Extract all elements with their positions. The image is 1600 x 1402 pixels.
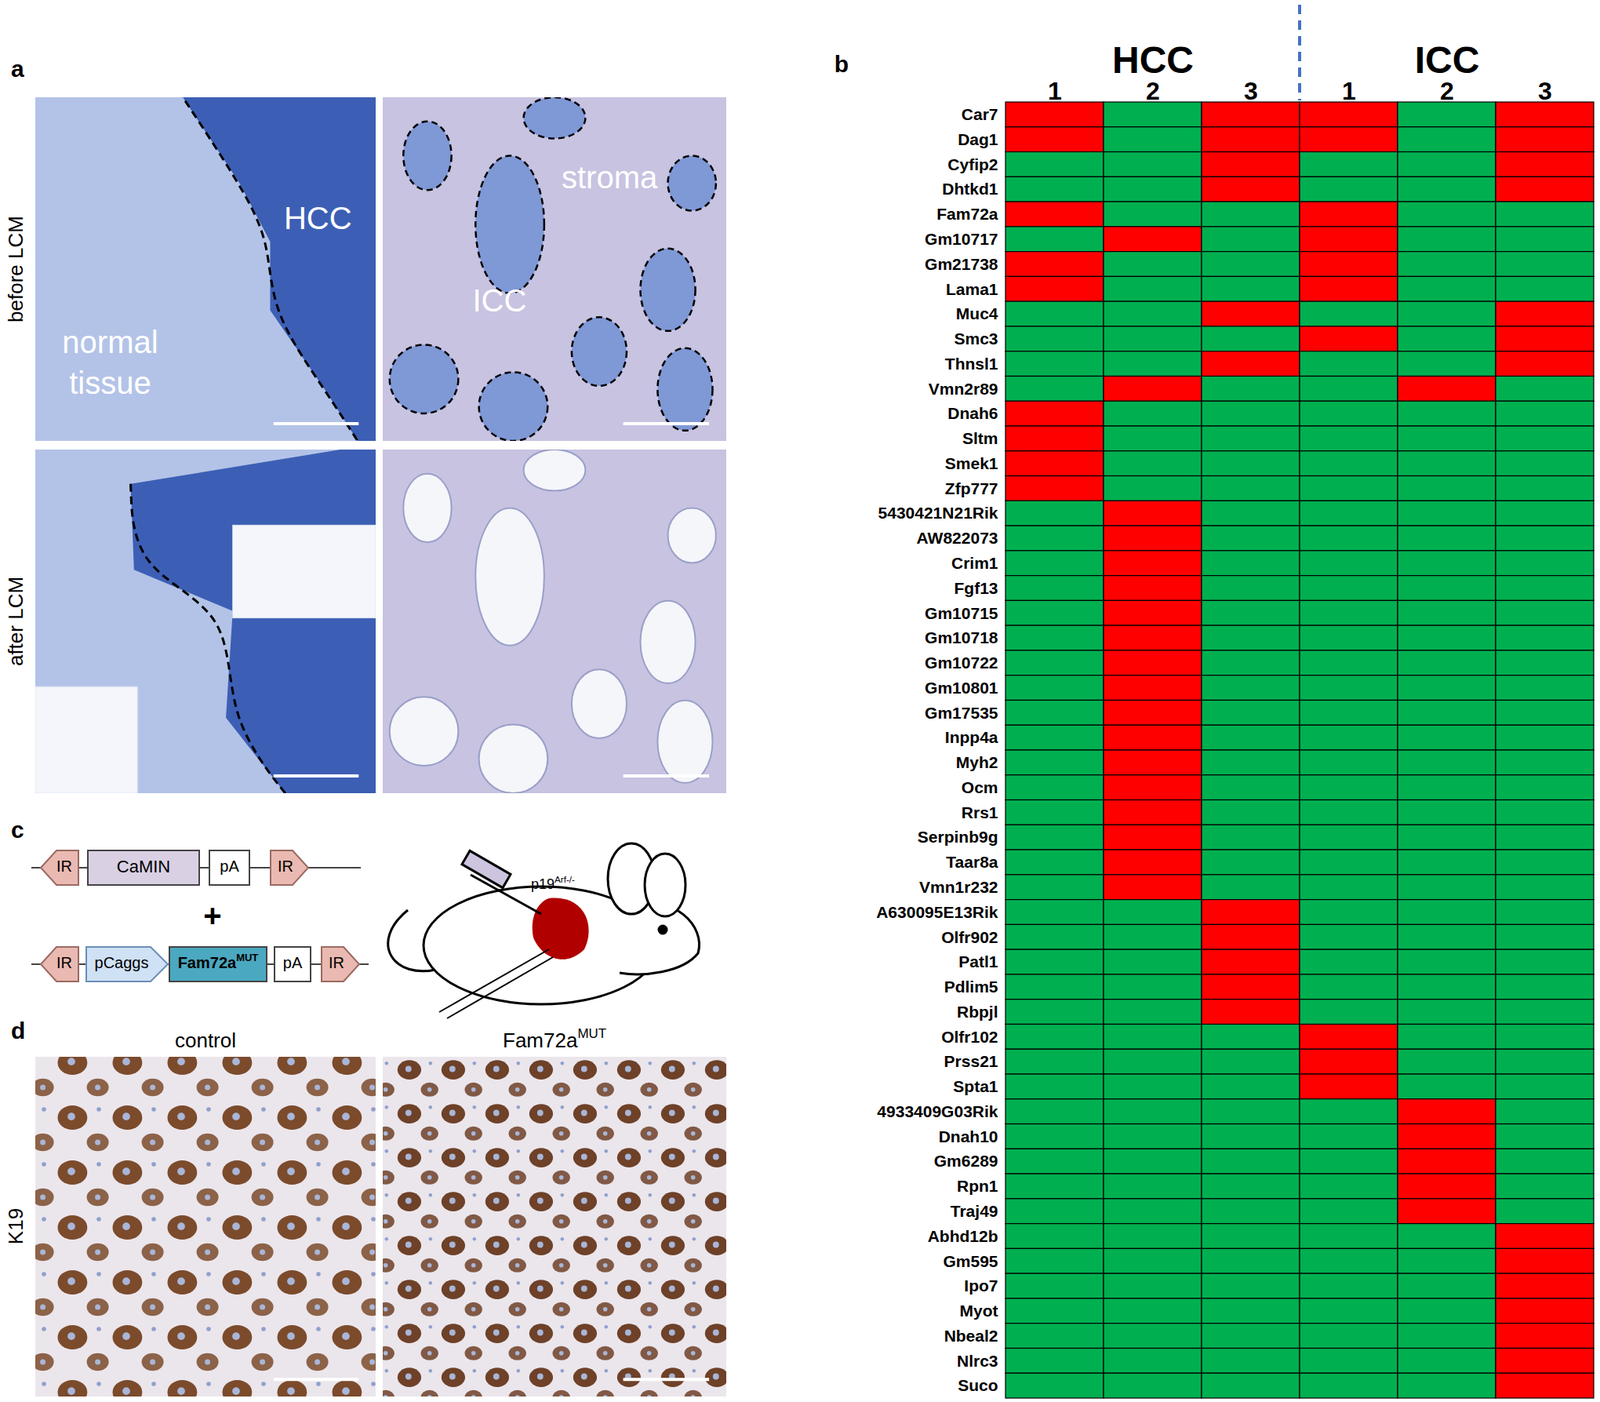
svg-text:A630095E13Rik: A630095E13Rik <box>876 902 999 921</box>
svg-text:4933409G03Rik: 4933409G03Rik <box>876 1101 998 1120</box>
svg-text:2: 2 <box>1440 76 1455 106</box>
svg-text:after LCM: after LCM <box>3 576 28 666</box>
svg-text:Olfr102: Olfr102 <box>941 1027 998 1046</box>
svg-text:Sltm: Sltm <box>962 429 999 448</box>
svg-text:Rbpjl: Rbpjl <box>956 1002 999 1021</box>
svg-text:d: d <box>10 1017 26 1044</box>
svg-text:Nlrc3: Nlrc3 <box>956 1351 999 1370</box>
svg-text:c: c <box>10 816 25 843</box>
svg-text:Smek1: Smek1 <box>945 454 999 473</box>
svg-text:Fgf13: Fgf13 <box>953 578 998 597</box>
svg-text:HCC: HCC <box>283 200 353 236</box>
svg-text:K19: K19 <box>3 1207 28 1244</box>
svg-text:Fam72aMUT: Fam72aMUT <box>502 1025 607 1052</box>
svg-text:Myh2: Myh2 <box>956 752 999 771</box>
svg-text:Abhd12b: Abhd12b <box>927 1226 999 1245</box>
svg-text:tissue: tissue <box>69 365 152 400</box>
svg-text:Rpn1: Rpn1 <box>956 1176 999 1195</box>
svg-text:5430421N21Rik: 5430421N21Rik <box>878 503 999 522</box>
svg-text:Ocm: Ocm <box>961 778 999 797</box>
svg-text:2: 2 <box>1145 76 1160 106</box>
svg-text:pA: pA <box>219 857 240 875</box>
svg-text:3: 3 <box>1243 76 1259 106</box>
svg-text:IR: IR <box>56 953 73 971</box>
svg-text:normal: normal <box>61 324 158 360</box>
svg-text:Dnah6: Dnah6 <box>947 403 998 422</box>
svg-text:Gm595: Gm595 <box>942 1250 998 1270</box>
svg-text:Gm21738: Gm21738 <box>924 254 999 273</box>
svg-text:Fam72aMUT: Fam72aMUT <box>178 951 259 971</box>
svg-text:Fam72a: Fam72a <box>936 204 999 223</box>
svg-text:Cyfip2: Cyfip2 <box>947 155 998 174</box>
svg-text:Patl1: Patl1 <box>958 952 999 971</box>
svg-text:Pdlim5: Pdlim5 <box>944 977 999 996</box>
svg-text:Car7: Car7 <box>961 105 999 124</box>
svg-text:1: 1 <box>1047 76 1062 106</box>
svg-text:pA: pA <box>283 953 303 971</box>
svg-text:+: + <box>203 898 222 933</box>
svg-text:AW822073: AW822073 <box>916 528 999 547</box>
svg-text:b: b <box>834 50 849 77</box>
svg-text:Prss21: Prss21 <box>944 1051 999 1070</box>
svg-text:p19Arf-/-: p19Arf-/- <box>530 873 575 892</box>
svg-text:Vmn2r89: Vmn2r89 <box>928 379 999 398</box>
svg-text:Gm10718: Gm10718 <box>924 628 999 647</box>
svg-text:Gm10801: Gm10801 <box>924 678 999 697</box>
svg-text:stroma: stroma <box>561 160 659 195</box>
svg-text:Gm6289: Gm6289 <box>934 1151 999 1170</box>
svg-text:before LCM: before LCM <box>3 215 28 323</box>
svg-text:Muc4: Muc4 <box>956 304 999 323</box>
svg-text:Traj49: Traj49 <box>950 1201 999 1220</box>
svg-text:a: a <box>10 55 25 82</box>
svg-text:Olfr902: Olfr902 <box>941 927 998 946</box>
svg-text:IR: IR <box>277 857 294 875</box>
svg-text:Dnah10: Dnah10 <box>938 1127 999 1146</box>
svg-text:Gm10717: Gm10717 <box>924 229 998 248</box>
svg-text:Crim1: Crim1 <box>951 553 999 572</box>
svg-text:IR: IR <box>328 953 345 971</box>
svg-text:Dhtkd1: Dhtkd1 <box>941 179 998 198</box>
svg-text:CaMIN: CaMIN <box>116 856 171 877</box>
svg-text:ICC: ICC <box>472 283 527 318</box>
svg-text:ICC: ICC <box>1414 39 1480 81</box>
svg-text:3: 3 <box>1538 76 1553 106</box>
svg-text:Suco: Suco <box>957 1375 998 1394</box>
svg-text:Thnsl1: Thnsl1 <box>945 354 999 373</box>
svg-text:HCC: HCC <box>1112 39 1194 81</box>
svg-text:Zfp777: Zfp777 <box>945 479 999 498</box>
svg-text:pCaggs: pCaggs <box>94 953 150 971</box>
svg-text:Gm10722: Gm10722 <box>924 653 998 672</box>
svg-text:Inpp4a: Inpp4a <box>945 727 999 746</box>
svg-text:Lama1: Lama1 <box>945 279 999 298</box>
svg-text:Myot: Myot <box>960 1301 999 1320</box>
svg-text:Dag1: Dag1 <box>957 130 999 149</box>
svg-text:Nbeal2: Nbeal2 <box>944 1326 999 1345</box>
svg-text:1: 1 <box>1341 76 1357 106</box>
svg-text:Gm17535: Gm17535 <box>924 703 999 722</box>
svg-text:Serpinb9g: Serpinb9g <box>917 827 999 846</box>
svg-text:control: control <box>174 1028 237 1052</box>
svg-text:Smc3: Smc3 <box>953 329 998 348</box>
svg-text:Gm10715: Gm10715 <box>924 603 999 622</box>
svg-text:Taar8a: Taar8a <box>945 852 998 871</box>
svg-text:IR: IR <box>56 857 73 875</box>
svg-text:Spta1: Spta1 <box>952 1076 999 1095</box>
svg-text:Ipo7: Ipo7 <box>963 1276 998 1295</box>
svg-text:Vmn1r232: Vmn1r232 <box>919 877 998 896</box>
svg-text:Rrs1: Rrs1 <box>961 803 999 822</box>
